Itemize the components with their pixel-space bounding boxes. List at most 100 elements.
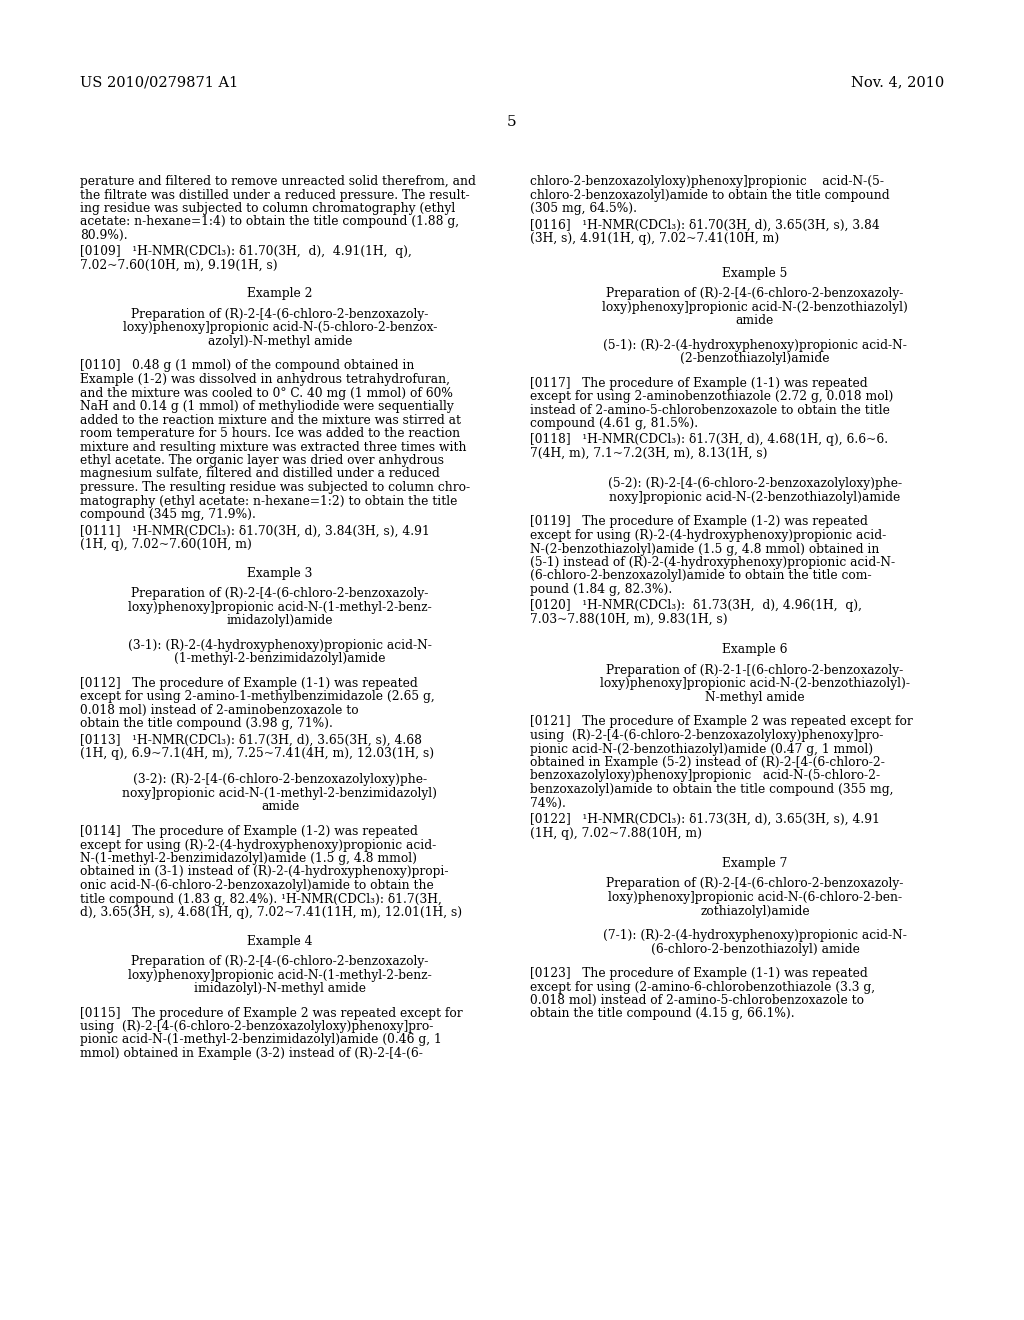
Text: N-(1-methyl-2-benzimidazolyl)amide (1.5 g, 4.8 mmol): N-(1-methyl-2-benzimidazolyl)amide (1.5 …: [80, 851, 417, 865]
Text: pressure. The resulting residue was subjected to column chro-: pressure. The resulting residue was subj…: [80, 480, 470, 494]
Text: benzoxazolyloxy)phenoxy]propionic   acid-N-(5-chloro-2-: benzoxazolyloxy)phenoxy]propionic acid-N…: [530, 770, 880, 783]
Text: Preparation of (R)-2-[4-(6-chloro-2-benzoxazoly-: Preparation of (R)-2-[4-(6-chloro-2-benz…: [131, 308, 429, 321]
Text: acetate: n-hexane=1:4) to obtain the title compound (1.88 g,: acetate: n-hexane=1:4) to obtain the tit…: [80, 215, 459, 228]
Text: [0114]   The procedure of Example (1-2) was repeated: [0114] The procedure of Example (1-2) wa…: [80, 825, 418, 838]
Text: matography (ethyl acetate: n-hexane=1:2) to obtain the title: matography (ethyl acetate: n-hexane=1:2)…: [80, 495, 458, 507]
Text: Example (1-2) was dissolved in anhydrous tetrahydrofuran,: Example (1-2) was dissolved in anhydrous…: [80, 374, 450, 385]
Text: (1H, q), 7.02~7.88(10H, m): (1H, q), 7.02~7.88(10H, m): [530, 826, 702, 840]
Text: except for using 2-amino-1-methylbenzimidazole (2.65 g,: except for using 2-amino-1-methylbenzimi…: [80, 690, 435, 704]
Text: imidazolyl)-N-methyl amide: imidazolyl)-N-methyl amide: [194, 982, 366, 995]
Text: mixture and resulting mixture was extracted three times with: mixture and resulting mixture was extrac…: [80, 441, 467, 454]
Text: [0116]   ¹H-NMR(CDCl₃): δ1.70(3H, d), 3.65(3H, s), 3.84: [0116] ¹H-NMR(CDCl₃): δ1.70(3H, d), 3.65…: [530, 219, 880, 231]
Text: 5: 5: [507, 115, 517, 129]
Text: Example 4: Example 4: [247, 935, 312, 948]
Text: Preparation of (R)-2-[4-(6-chloro-2-benzoxazoly-: Preparation of (R)-2-[4-(6-chloro-2-benz…: [131, 954, 429, 968]
Text: except for using 2-aminobenzothiazole (2.72 g, 0.018 mol): except for using 2-aminobenzothiazole (2…: [530, 389, 893, 403]
Text: zothiazolyl)amide: zothiazolyl)amide: [700, 904, 810, 917]
Text: d), 3.65(3H, s), 4.68(1H, q), 7.02~7.41(11H, m), 12.01(1H, s): d), 3.65(3H, s), 4.68(1H, q), 7.02~7.41(…: [80, 906, 462, 919]
Text: instead of 2-amino-5-chlorobenzoxazole to obtain the title: instead of 2-amino-5-chlorobenzoxazole t…: [530, 404, 890, 417]
Text: ing residue was subjected to column chromatography (ethyl: ing residue was subjected to column chro…: [80, 202, 456, 215]
Text: [0121]   The procedure of Example 2 was repeated except for: [0121] The procedure of Example 2 was re…: [530, 715, 912, 729]
Text: US 2010/0279871 A1: US 2010/0279871 A1: [80, 75, 239, 88]
Text: noxy]propionic acid-N-(1-methyl-2-benzimidazolyl): noxy]propionic acid-N-(1-methyl-2-benzim…: [123, 787, 437, 800]
Text: obtained in Example (5-2) instead of (R)-2-[4-(6-chloro-2-: obtained in Example (5-2) instead of (R)…: [530, 756, 885, 770]
Text: [0122]   ¹H-NMR(CDCl₃): δ1.73(3H, d), 3.65(3H, s), 4.91: [0122] ¹H-NMR(CDCl₃): δ1.73(3H, d), 3.65…: [530, 813, 880, 826]
Text: Example 7: Example 7: [722, 857, 787, 870]
Text: N-methyl amide: N-methyl amide: [706, 690, 805, 704]
Text: chloro-2-benzoxazolyloxy)phenoxy]propionic    acid-N-(5-: chloro-2-benzoxazolyloxy)phenoxy]propion…: [530, 176, 884, 187]
Text: 7.03~7.88(10H, m), 9.83(1H, s): 7.03~7.88(10H, m), 9.83(1H, s): [530, 612, 728, 626]
Text: Example 3: Example 3: [248, 566, 312, 579]
Text: [0113]   ¹H-NMR(CDCl₃): δ1.7(3H, d), 3.65(3H, s), 4.68: [0113] ¹H-NMR(CDCl₃): δ1.7(3H, d), 3.65(…: [80, 734, 422, 747]
Text: 7.02~7.60(10H, m), 9.19(1H, s): 7.02~7.60(10H, m), 9.19(1H, s): [80, 259, 278, 272]
Text: ethyl acetate. The organic layer was dried over anhydrous: ethyl acetate. The organic layer was dri…: [80, 454, 444, 467]
Text: [0111]   ¹H-NMR(CDCl₃): δ1.70(3H, d), 3.84(3H, s), 4.91: [0111] ¹H-NMR(CDCl₃): δ1.70(3H, d), 3.84…: [80, 524, 430, 537]
Text: [0115]   The procedure of Example 2 was repeated except for: [0115] The procedure of Example 2 was re…: [80, 1006, 463, 1019]
Text: NaH and 0.14 g (1 mmol) of methyliodide were sequentially: NaH and 0.14 g (1 mmol) of methyliodide …: [80, 400, 454, 413]
Text: obtained in (3-1) instead of (R)-2-(4-hydroxyphenoxy)propi-: obtained in (3-1) instead of (R)-2-(4-hy…: [80, 866, 449, 879]
Text: Preparation of (R)-2-[4-(6-chloro-2-benzoxazoly-: Preparation of (R)-2-[4-(6-chloro-2-benz…: [606, 286, 904, 300]
Text: except for using (2-amino-6-chlorobenzothiazole (3.3 g,: except for using (2-amino-6-chlorobenzot…: [530, 981, 876, 994]
Text: loxy)phenoxy]propionic acid-N-(1-methyl-2-benz-: loxy)phenoxy]propionic acid-N-(1-methyl-…: [128, 601, 432, 614]
Text: Preparation of (R)-2-1-[(6-chloro-2-benzoxazoly-: Preparation of (R)-2-1-[(6-chloro-2-benz…: [606, 664, 903, 677]
Text: (7-1): (R)-2-(4-hydroxyphenoxy)propionic acid-N-: (7-1): (R)-2-(4-hydroxyphenoxy)propionic…: [603, 929, 907, 942]
Text: (3-2): (R)-2-[4-(6-chloro-2-benzoxazolyloxy)phe-: (3-2): (R)-2-[4-(6-chloro-2-benzoxazolyl…: [133, 774, 427, 787]
Text: [0119]   The procedure of Example (1-2) was repeated: [0119] The procedure of Example (1-2) wa…: [530, 516, 868, 528]
Text: pionic acid-N-(2-benzothiazolyl)amide (0.47 g, 1 mmol): pionic acid-N-(2-benzothiazolyl)amide (0…: [530, 742, 873, 755]
Text: and the mixture was cooled to 0° C. 40 mg (1 mmol) of 60%: and the mixture was cooled to 0° C. 40 m…: [80, 387, 453, 400]
Text: [0112]   The procedure of Example (1-1) was repeated: [0112] The procedure of Example (1-1) wa…: [80, 676, 418, 689]
Text: using  (R)-2-[4-(6-chloro-2-benzoxazolyloxy)phenoxy]pro-: using (R)-2-[4-(6-chloro-2-benzoxazolylo…: [530, 729, 884, 742]
Text: Preparation of (R)-2-[4-(6-chloro-2-benzoxazoly-: Preparation of (R)-2-[4-(6-chloro-2-benz…: [606, 878, 904, 891]
Text: noxy]propionic acid-N-(2-benzothiazolyl)amide: noxy]propionic acid-N-(2-benzothiazolyl)…: [609, 491, 901, 504]
Text: (3-1): (R)-2-(4-hydroxyphenoxy)propionic acid-N-: (3-1): (R)-2-(4-hydroxyphenoxy)propionic…: [128, 639, 432, 652]
Text: (305 mg, 64.5%).: (305 mg, 64.5%).: [530, 202, 637, 215]
Text: Example 2: Example 2: [247, 288, 312, 301]
Text: perature and filtered to remove unreacted solid therefrom, and: perature and filtered to remove unreacte…: [80, 176, 476, 187]
Text: obtain the title compound (3.98 g, 71%).: obtain the title compound (3.98 g, 71%).: [80, 717, 333, 730]
Text: (2-benzothiazolyl)amide: (2-benzothiazolyl)amide: [680, 352, 829, 366]
Text: loxy)phenoxy]propionic acid-N-(5-chloro-2-benzox-: loxy)phenoxy]propionic acid-N-(5-chloro-…: [123, 322, 437, 334]
Text: [0110]   0.48 g (1 mmol) of the compound obtained in: [0110] 0.48 g (1 mmol) of the compound o…: [80, 359, 415, 372]
Text: (1H, q), 6.9~7.1(4H, m), 7.25~7.41(4H, m), 12.03(1H, s): (1H, q), 6.9~7.1(4H, m), 7.25~7.41(4H, m…: [80, 747, 434, 760]
Text: [0120]   ¹H-NMR(CDCl₃):  δ1.73(3H,  d), 4.96(1H,  q),: [0120] ¹H-NMR(CDCl₃): δ1.73(3H, d), 4.96…: [530, 599, 862, 612]
Text: (1H, q), 7.02~7.60(10H, m): (1H, q), 7.02~7.60(10H, m): [80, 539, 252, 550]
Text: loxy)phenoxy]propionic acid-N-(6-chloro-2-ben-: loxy)phenoxy]propionic acid-N-(6-chloro-…: [608, 891, 902, 904]
Text: mmol) obtained in Example (3-2) instead of (R)-2-[4-(6-: mmol) obtained in Example (3-2) instead …: [80, 1047, 423, 1060]
Text: amide: amide: [736, 314, 774, 327]
Text: imidazolyl)amide: imidazolyl)amide: [226, 614, 333, 627]
Text: Example 5: Example 5: [722, 267, 787, 280]
Text: magnesium sulfate, filtered and distilled under a reduced: magnesium sulfate, filtered and distille…: [80, 467, 439, 480]
Text: loxy)phenoxy]propionic acid-N-(1-methyl-2-benz-: loxy)phenoxy]propionic acid-N-(1-methyl-…: [128, 969, 432, 982]
Text: azolyl)-N-methyl amide: azolyl)-N-methyl amide: [208, 335, 352, 348]
Text: (6-chloro-2-benzoxazolyl)amide to obtain the title com-: (6-chloro-2-benzoxazolyl)amide to obtain…: [530, 569, 871, 582]
Text: (5-1) instead of (R)-2-(4-hydroxyphenoxy)propionic acid-N-: (5-1) instead of (R)-2-(4-hydroxyphenoxy…: [530, 556, 895, 569]
Text: except for using (R)-2-(4-hydroxyphenoxy)propionic acid-: except for using (R)-2-(4-hydroxyphenoxy…: [80, 838, 436, 851]
Text: 74%).: 74%).: [530, 796, 566, 809]
Text: onic acid-N-(6-chloro-2-benzoxazolyl)amide to obtain the: onic acid-N-(6-chloro-2-benzoxazolyl)ami…: [80, 879, 434, 892]
Text: pionic acid-N-(1-methyl-2-benzimidazolyl)amide (0.46 g, 1: pionic acid-N-(1-methyl-2-benzimidazolyl…: [80, 1034, 441, 1047]
Text: added to the reaction mixture and the mixture was stirred at: added to the reaction mixture and the mi…: [80, 413, 461, 426]
Text: [0109]   ¹H-NMR(CDCl₃): δ1.70(3H,  d),  4.91(1H,  q),: [0109] ¹H-NMR(CDCl₃): δ1.70(3H, d), 4.91…: [80, 246, 412, 259]
Text: Nov. 4, 2010: Nov. 4, 2010: [851, 75, 944, 88]
Text: benzoxazolyl)amide to obtain the title compound (355 mg,: benzoxazolyl)amide to obtain the title c…: [530, 783, 894, 796]
Text: 80.9%).: 80.9%).: [80, 228, 128, 242]
Text: compound (345 mg, 71.9%).: compound (345 mg, 71.9%).: [80, 508, 256, 521]
Text: chloro-2-benzoxazolyl)amide to obtain the title compound: chloro-2-benzoxazolyl)amide to obtain th…: [530, 189, 890, 202]
Text: pound (1.84 g, 82.3%).: pound (1.84 g, 82.3%).: [530, 583, 672, 597]
Text: [0117]   The procedure of Example (1-1) was repeated: [0117] The procedure of Example (1-1) wa…: [530, 376, 867, 389]
Text: (3H, s), 4.91(1H, q), 7.02~7.41(10H, m): (3H, s), 4.91(1H, q), 7.02~7.41(10H, m): [530, 232, 779, 246]
Text: Example 6: Example 6: [722, 644, 787, 656]
Text: title compound (1.83 g, 82.4%). ¹H-NMR(CDCl₃): δ1.7(3H,: title compound (1.83 g, 82.4%). ¹H-NMR(C…: [80, 892, 442, 906]
Text: loxy)phenoxy]propionic acid-N-(2-benzothiazolyl): loxy)phenoxy]propionic acid-N-(2-benzoth…: [602, 301, 908, 314]
Text: N-(2-benzothiazolyl)amide (1.5 g, 4.8 mmol) obtained in: N-(2-benzothiazolyl)amide (1.5 g, 4.8 mm…: [530, 543, 880, 556]
Text: the filtrate was distilled under a reduced pressure. The result-: the filtrate was distilled under a reduc…: [80, 189, 470, 202]
Text: 0.018 mol) instead of 2-aminobenzoxazole to: 0.018 mol) instead of 2-aminobenzoxazole…: [80, 704, 358, 717]
Text: amide: amide: [261, 800, 299, 813]
Text: (1-methyl-2-benzimidazolyl)amide: (1-methyl-2-benzimidazolyl)amide: [174, 652, 386, 665]
Text: compound (4.61 g, 81.5%).: compound (4.61 g, 81.5%).: [530, 417, 698, 430]
Text: obtain the title compound (4.15 g, 66.1%).: obtain the title compound (4.15 g, 66.1%…: [530, 1007, 795, 1020]
Text: [0118]   ¹H-NMR(CDCl₃): δ1.7(3H, d), 4.68(1H, q), 6.6~6.: [0118] ¹H-NMR(CDCl₃): δ1.7(3H, d), 4.68(…: [530, 433, 888, 446]
Text: (6-chloro-2-benzothiazolyl) amide: (6-chloro-2-benzothiazolyl) amide: [650, 942, 859, 956]
Text: Preparation of (R)-2-[4-(6-chloro-2-benzoxazoly-: Preparation of (R)-2-[4-(6-chloro-2-benz…: [131, 587, 429, 601]
Text: [0123]   The procedure of Example (1-1) was repeated: [0123] The procedure of Example (1-1) wa…: [530, 968, 867, 979]
